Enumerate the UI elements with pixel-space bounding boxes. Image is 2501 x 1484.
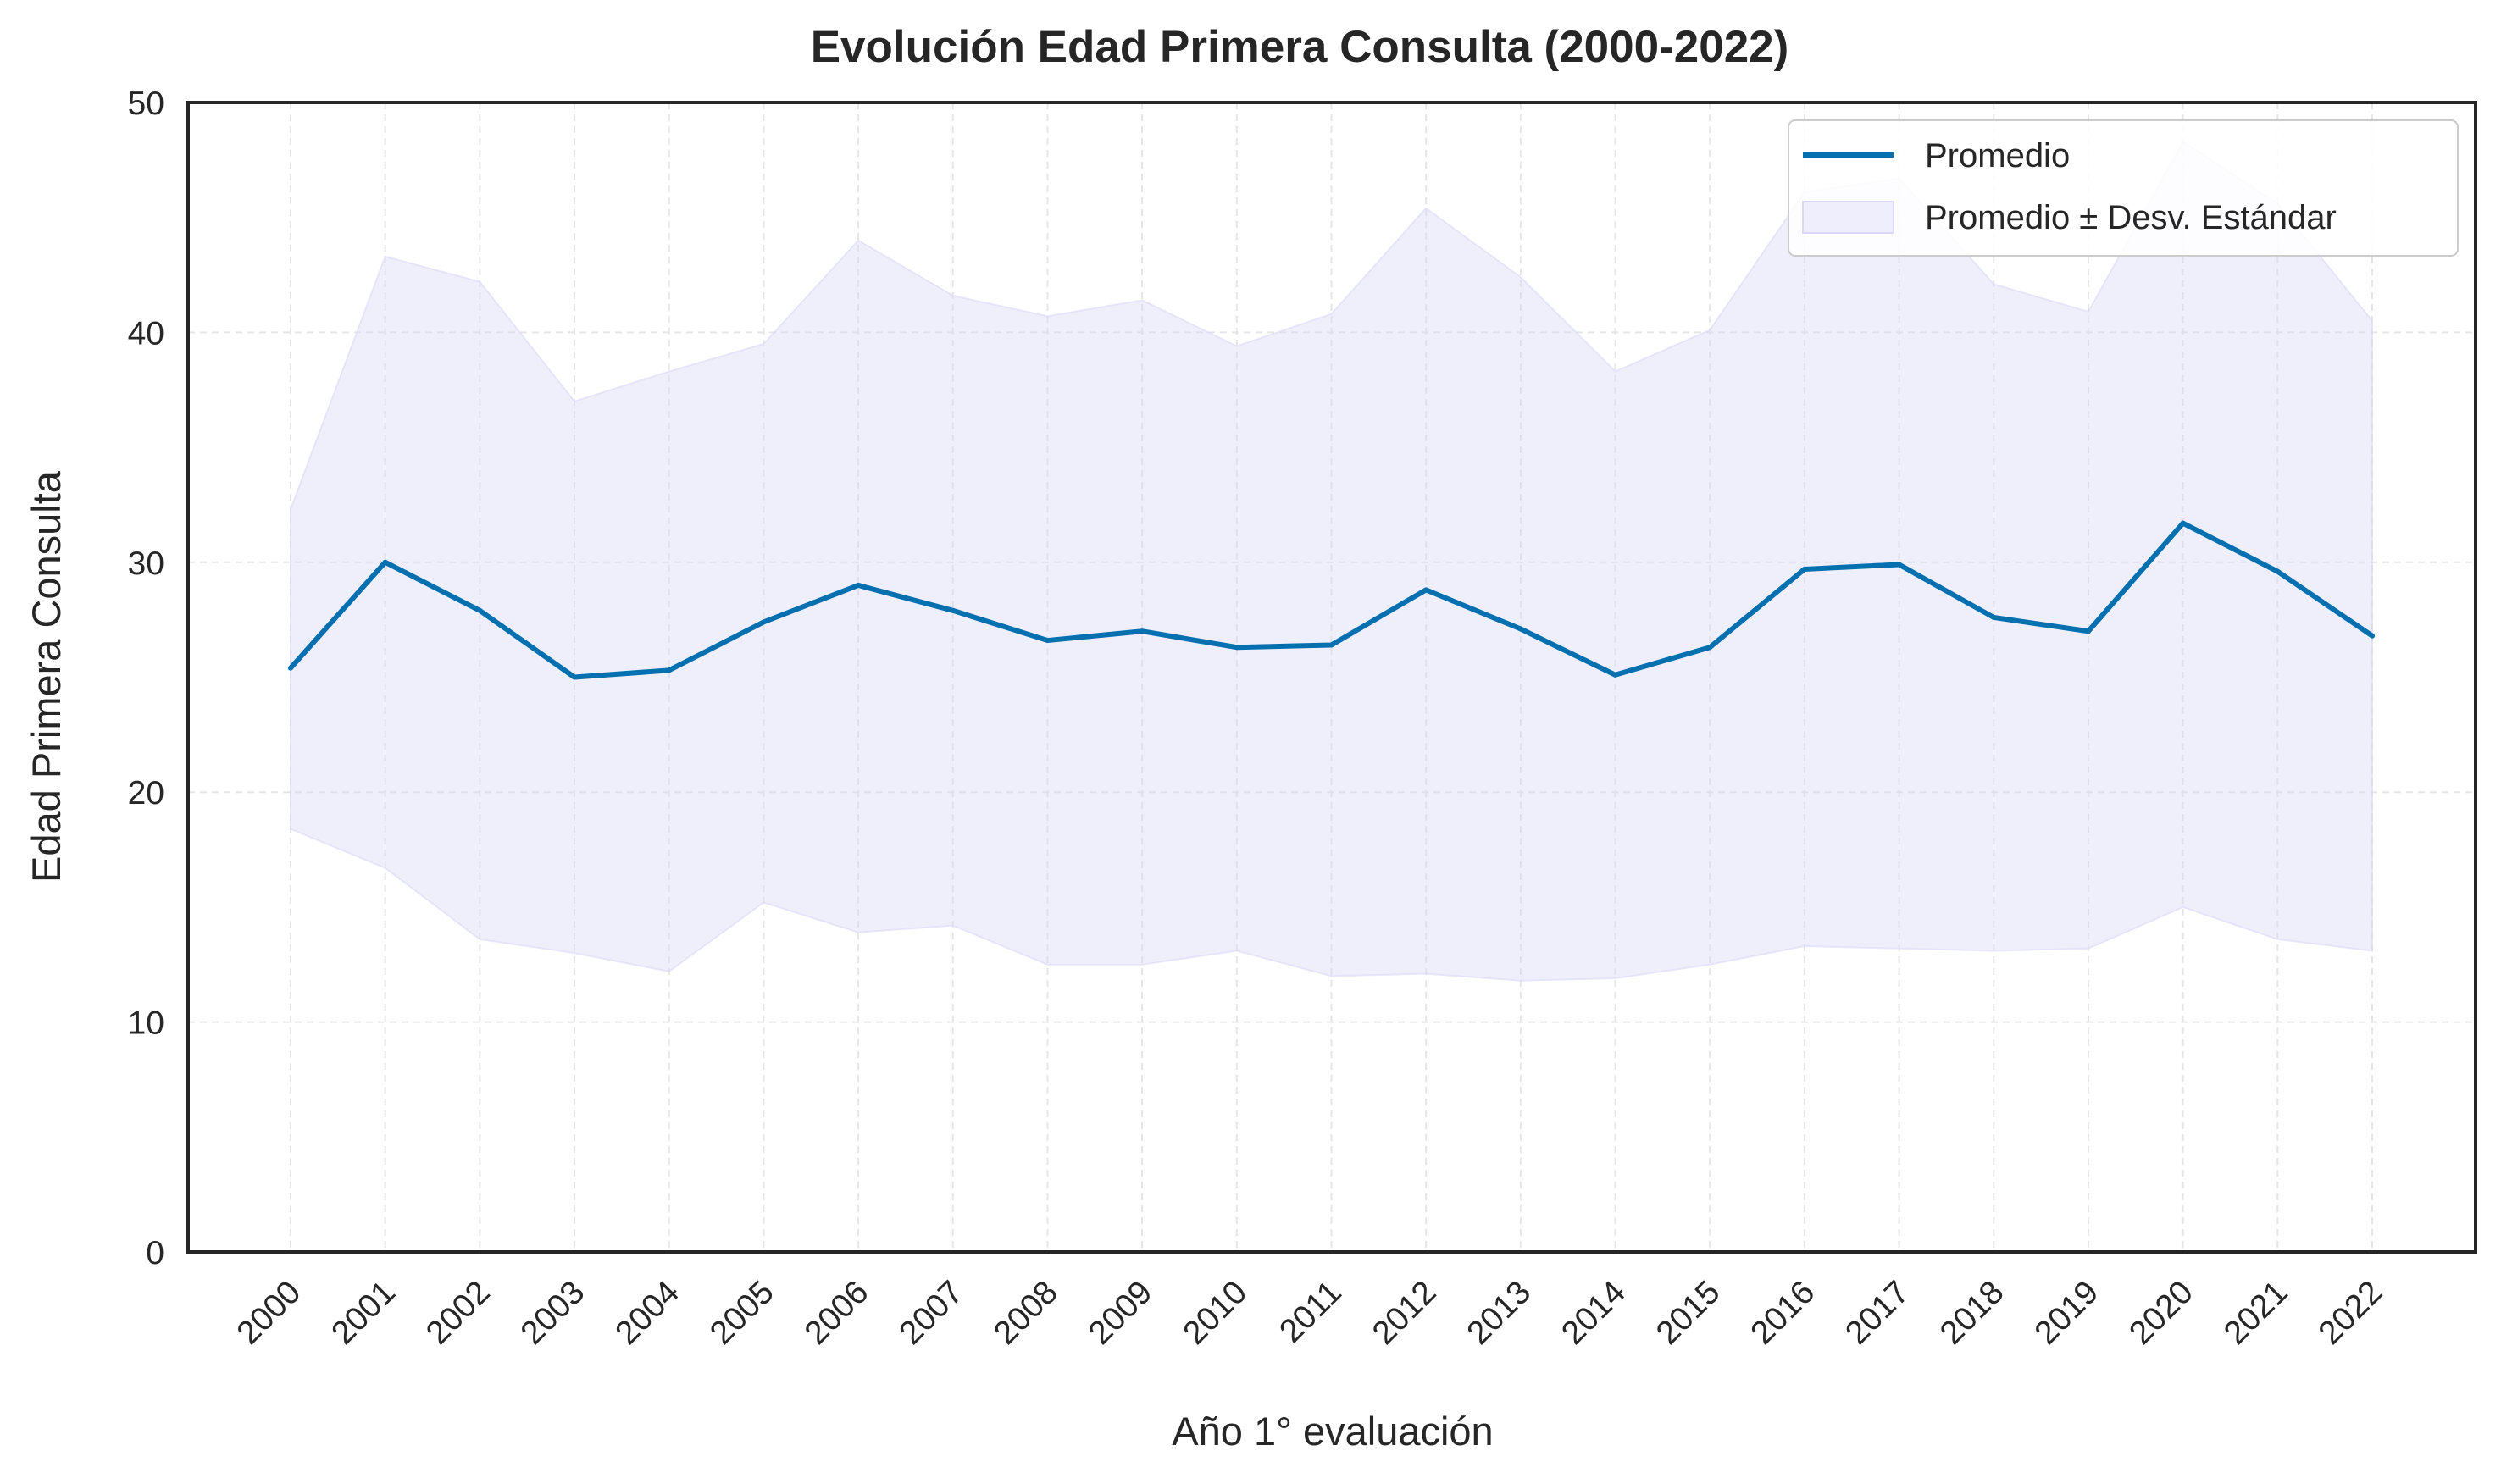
data-point-2005	[761, 619, 767, 625]
chart-title: Evolución Edad Primera Consulta (2000-20…	[811, 22, 1789, 72]
data-point-2019	[2085, 628, 2091, 634]
data-point-2015	[1707, 645, 1713, 651]
plot-frame	[186, 101, 2477, 1254]
legend: Promedio Promedio ± Desv. Estándar	[1788, 119, 2459, 257]
data-point-2009	[1140, 628, 1145, 634]
data-point-2010	[1234, 645, 1239, 651]
legend-label-promedio: Promedio	[1925, 137, 2070, 174]
data-point-2001	[382, 559, 388, 565]
y-tick-labels: 0 10 20 30 40 50	[128, 86, 164, 1271]
legend-label-band: Promedio ± Desv. Estándar	[1925, 199, 2337, 236]
y-tick-label-50: 50	[128, 86, 164, 122]
data-point-2013	[1517, 626, 1523, 632]
y-tick-label-20: 20	[128, 775, 164, 811]
data-point-2020	[2180, 520, 2186, 526]
std-band	[290, 140, 2373, 982]
y-tick-label-10: 10	[128, 1005, 164, 1042]
data-point-2012	[1423, 587, 1429, 593]
data-point-2017	[1896, 562, 1902, 568]
y-tick-label-40: 40	[128, 315, 164, 352]
legend-box	[1788, 119, 2459, 257]
data-point-2018	[1991, 614, 1997, 620]
mean-line-layer	[288, 520, 2375, 680]
data-point-2002	[477, 607, 483, 613]
data-point-2014	[1612, 672, 1618, 678]
legend-swatch-band	[1802, 201, 1894, 234]
std-band-layer	[290, 140, 2373, 982]
data-point-2011	[1328, 642, 1334, 648]
y-tick-label-30: 30	[128, 545, 164, 582]
data-point-2007	[950, 607, 956, 613]
data-point-2000	[288, 665, 293, 671]
data-point-2006	[856, 582, 862, 588]
data-point-2004	[666, 667, 672, 673]
y-axis-label: Edad Primera Consulta	[24, 470, 69, 883]
data-point-2016	[1801, 566, 1807, 572]
x-axis-label: Año 1° evaluación	[1172, 1409, 1493, 1454]
data-point-2021	[2275, 568, 2281, 574]
data-point-2022	[2370, 633, 2375, 639]
data-point-2008	[1045, 638, 1051, 644]
data-point-2003	[572, 674, 578, 680]
y-tick-label-0: 0	[146, 1235, 164, 1271]
